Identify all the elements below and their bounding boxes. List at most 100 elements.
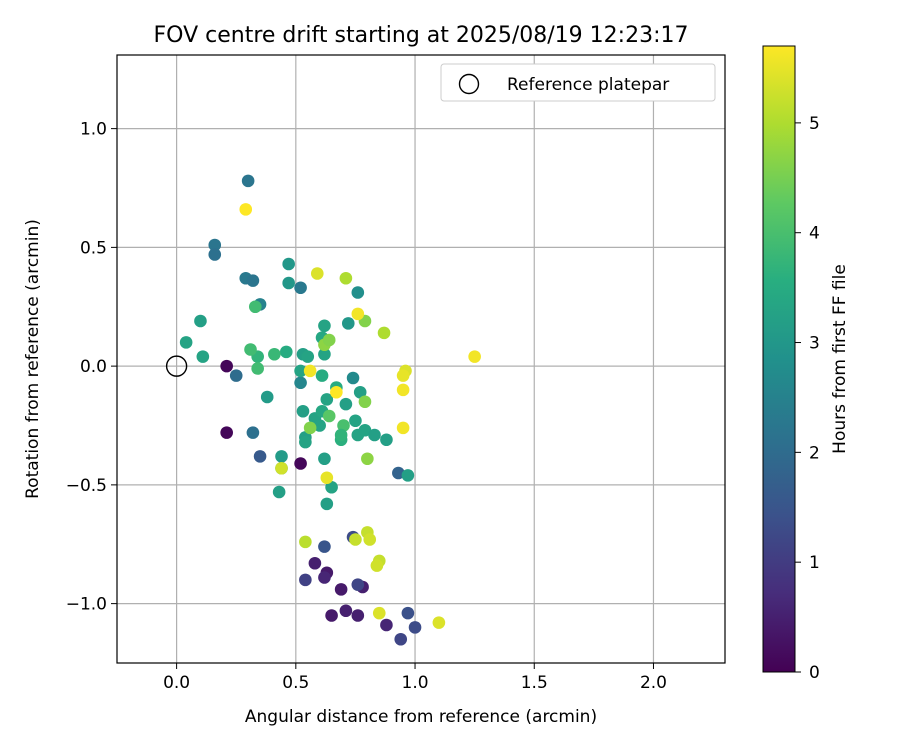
chart-title: FOV centre drift starting at 2025/08/19 … (154, 23, 689, 48)
data-point (358, 395, 372, 409)
reference-marker (165, 355, 188, 377)
data-point (408, 621, 422, 634)
data-point (330, 385, 343, 399)
data-point (377, 326, 391, 340)
data-point (370, 559, 384, 572)
data-point (320, 393, 334, 406)
data-point (303, 421, 317, 435)
x-tick-label: 2.0 (640, 673, 667, 693)
plot-frame (116, 54, 726, 664)
data-point (396, 369, 410, 382)
data-point (310, 267, 324, 280)
data-point (339, 604, 353, 618)
legend-reference-marker (458, 73, 480, 95)
data-point (401, 606, 415, 620)
data-point (301, 350, 315, 363)
data-point (294, 364, 307, 378)
data-point (315, 369, 329, 382)
x-tick-label: 1.0 (402, 673, 429, 693)
data-point (208, 248, 222, 261)
data-point (351, 286, 365, 299)
data-point (320, 471, 334, 485)
data-point (294, 457, 307, 470)
data-point (372, 606, 386, 620)
data-point (363, 533, 377, 546)
y-tick-label: 1.0 (80, 120, 107, 140)
data-point (253, 450, 267, 463)
data-point (308, 556, 322, 570)
colorbar-label: Hours from first FF file (830, 264, 850, 454)
data-point (361, 452, 374, 466)
y-axis-ticks: −1.0 −0.5 0.0 0.5 1.0 (66, 120, 117, 615)
data-point (346, 371, 360, 385)
data-point (396, 383, 410, 397)
colorbar-gradient (762, 45, 796, 673)
data-point (322, 409, 336, 423)
colorbar-tick-label: 5 (809, 114, 820, 134)
data-point (229, 369, 243, 382)
data-point (320, 497, 334, 511)
data-point (468, 350, 481, 363)
data-point (282, 276, 295, 290)
data-point (208, 238, 222, 252)
data-point (272, 485, 286, 499)
data-point (394, 632, 408, 646)
data-point (318, 319, 331, 333)
data-point (246, 274, 260, 287)
data-point (220, 426, 233, 439)
data-point (246, 426, 260, 439)
data-point (351, 578, 365, 591)
data-point (275, 461, 288, 475)
data-point (349, 414, 362, 428)
data-point (339, 271, 353, 285)
colorbar-tick-label: 3 (809, 334, 820, 354)
grid-lines (117, 55, 725, 663)
data-point (337, 419, 350, 432)
data-point (196, 350, 210, 363)
data-point (294, 376, 307, 390)
data-point (239, 203, 253, 216)
y-tick-label: −1.0 (66, 595, 107, 615)
colorbar-ticks: 0 1 2 3 4 5 (795, 114, 820, 683)
data-point (380, 618, 393, 632)
data-point (368, 428, 381, 442)
colorbar-tick-label: 1 (809, 553, 820, 573)
data-point (322, 333, 336, 347)
data-point (313, 419, 326, 432)
data-point (279, 345, 293, 359)
data-point (325, 609, 338, 622)
data-point (299, 435, 312, 449)
reference-marker-group (165, 355, 188, 377)
data-point (318, 452, 331, 466)
data-point (248, 300, 262, 314)
data-point (396, 421, 410, 435)
data-point (318, 347, 331, 361)
data-point (296, 404, 310, 418)
data-point (260, 390, 274, 404)
data-point (299, 535, 312, 549)
data-point (268, 347, 281, 361)
data-point (349, 533, 362, 546)
data-point (351, 609, 365, 622)
x-tick-label: 0.5 (282, 673, 309, 693)
data-point (380, 433, 393, 447)
data-point (334, 428, 348, 442)
y-tick-label: 0.0 (80, 357, 107, 377)
data-point (339, 397, 353, 411)
data-point (303, 364, 317, 378)
y-tick-label: −0.5 (66, 476, 107, 496)
legend: Reference platepar (440, 63, 716, 102)
data-point (220, 359, 233, 373)
data-point (392, 466, 405, 480)
data-point (179, 336, 193, 349)
data-point (334, 583, 348, 596)
colorbar-tick-label: 4 (809, 224, 820, 244)
data-point (325, 480, 338, 494)
colorbar-tick-label: 2 (809, 443, 820, 463)
data-point (318, 571, 331, 584)
data-point (358, 423, 372, 437)
y-axis-label: Rotation from reference (arcmin) (23, 219, 43, 499)
data-point (318, 540, 331, 553)
data-point (432, 616, 446, 629)
